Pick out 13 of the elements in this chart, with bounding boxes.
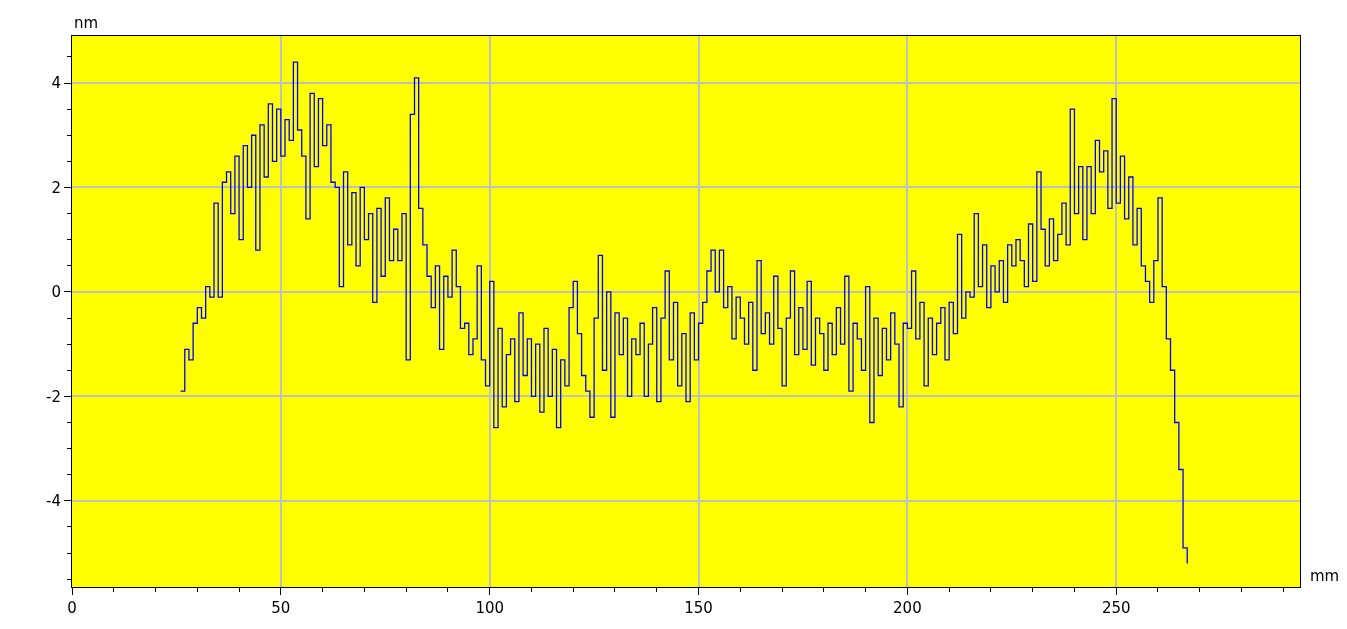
x-tick-label: 100 <box>475 599 505 617</box>
y-tick-label: -2 <box>46 387 61 406</box>
x-tick-label: 150 <box>684 599 713 617</box>
x-tick-label: 250 <box>1101 599 1131 617</box>
y-tick-label: -4 <box>46 492 61 511</box>
y-tick-label: 0 <box>51 283 61 302</box>
y-tick-label: 4 <box>51 74 61 93</box>
x-tick-label: 50 <box>271 599 291 617</box>
x-tick-label: 0 <box>67 599 77 617</box>
x-tick-label: 200 <box>893 599 922 617</box>
y-tick-label: 2 <box>51 178 61 197</box>
x-axis-title: mm <box>1310 567 1340 585</box>
y-axis-title: nm <box>74 14 99 32</box>
